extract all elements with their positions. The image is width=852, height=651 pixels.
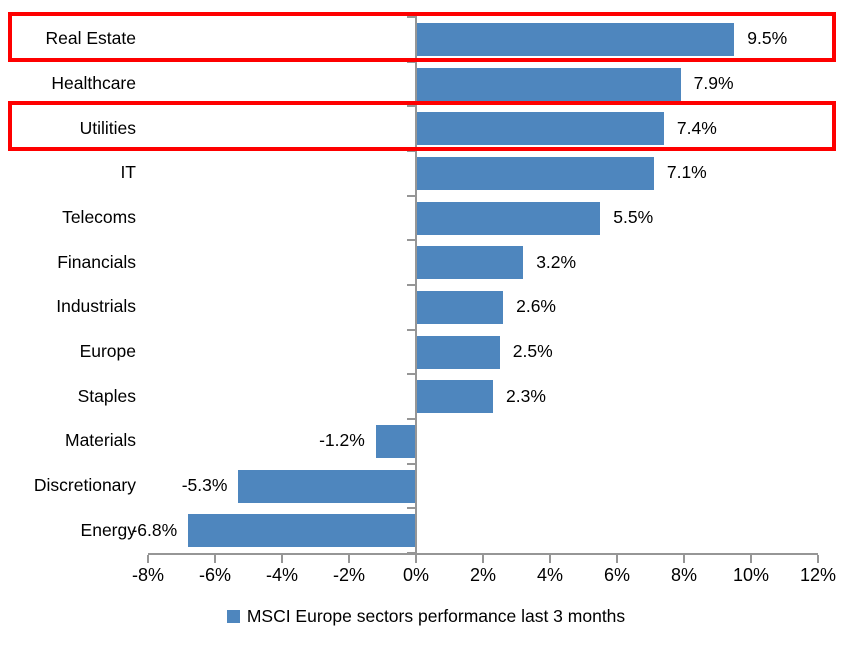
category-label: Staples [77,385,136,406]
legend-swatch-icon [226,610,240,623]
x-tick-label: 2% [469,565,496,585]
bar [416,290,504,324]
category-tick-mark [407,507,415,510]
category-label: Utilities [79,117,136,138]
legend-label: MSCI Europe sectors performance last 3 m… [246,606,626,626]
bar [416,380,494,414]
bar [416,22,735,56]
category-label: Real Estate [45,28,136,49]
value-label: 3.2% [536,251,577,272]
category-label: Healthcare [51,73,136,93]
x-tick-label: -8% [131,565,164,585]
value-label: 7.4% [676,117,717,138]
value-label: 7.1% [666,162,707,183]
x-tick-label: 4% [536,565,563,585]
value-label: 2.3% [506,385,546,406]
value-axis-line [148,553,818,555]
category-label: Discretionary [33,475,136,495]
category-label: Energy [80,519,136,540]
category-tick-mark [407,418,415,420]
x-tick-label: -2% [332,565,365,585]
x-tick-label: 10% [732,565,770,585]
x-tick-mark [214,555,216,563]
x-tick-label: -6% [198,565,231,585]
category-label: Industrials [56,296,136,317]
x-tick-mark [281,555,283,563]
x-tick-mark [415,555,417,563]
value-label: 2.5% [512,341,553,361]
x-tick-label: 12% [799,565,837,585]
x-tick-mark [348,555,350,563]
x-tick-label: 6% [603,565,630,585]
category-label: Materials [65,430,136,451]
category-tick-mark [407,194,415,197]
bar [416,156,654,190]
bar [416,112,664,146]
bar [416,67,681,101]
category-label: Telecoms [62,207,136,227]
category-axis-line [415,15,417,553]
bar [375,424,416,458]
value-label: -1.2% [319,430,365,451]
x-tick-mark [683,555,685,563]
category-tick-mark [407,284,415,286]
legend: MSCI Europe sectors performance last 3 m… [0,606,852,627]
bar [188,514,416,548]
value-label: 5.5% [613,207,654,227]
x-tick-mark [817,555,819,563]
category-tick-mark [407,105,415,108]
category-tick-mark [407,328,415,331]
bar [416,246,524,280]
bar [416,335,500,369]
category-tick-mark [407,150,415,152]
x-tick-mark [549,555,551,563]
value-label: 7.9% [693,73,734,93]
x-tick-label: 8% [670,565,697,585]
category-tick-mark [407,16,415,18]
value-label: -5.3% [181,475,228,495]
bar [238,469,416,503]
x-tick-mark [147,555,149,563]
x-tick-label: -4% [265,565,298,585]
category-label: Financials [57,251,136,272]
category-tick-mark [407,373,415,376]
bar [416,201,601,235]
category-tick-mark [407,60,415,63]
category-label: Europe [79,341,136,361]
x-tick-mark [616,555,618,563]
category-tick-mark [407,239,415,242]
category-label: IT [120,162,136,183]
x-tick-label: 0% [402,565,429,585]
category-tick-mark [407,462,415,465]
value-label: -6.8% [131,519,178,540]
value-label: 2.6% [516,296,556,317]
value-label: 9.5% [747,28,788,49]
x-tick-mark [482,555,484,563]
x-tick-mark [750,555,752,563]
